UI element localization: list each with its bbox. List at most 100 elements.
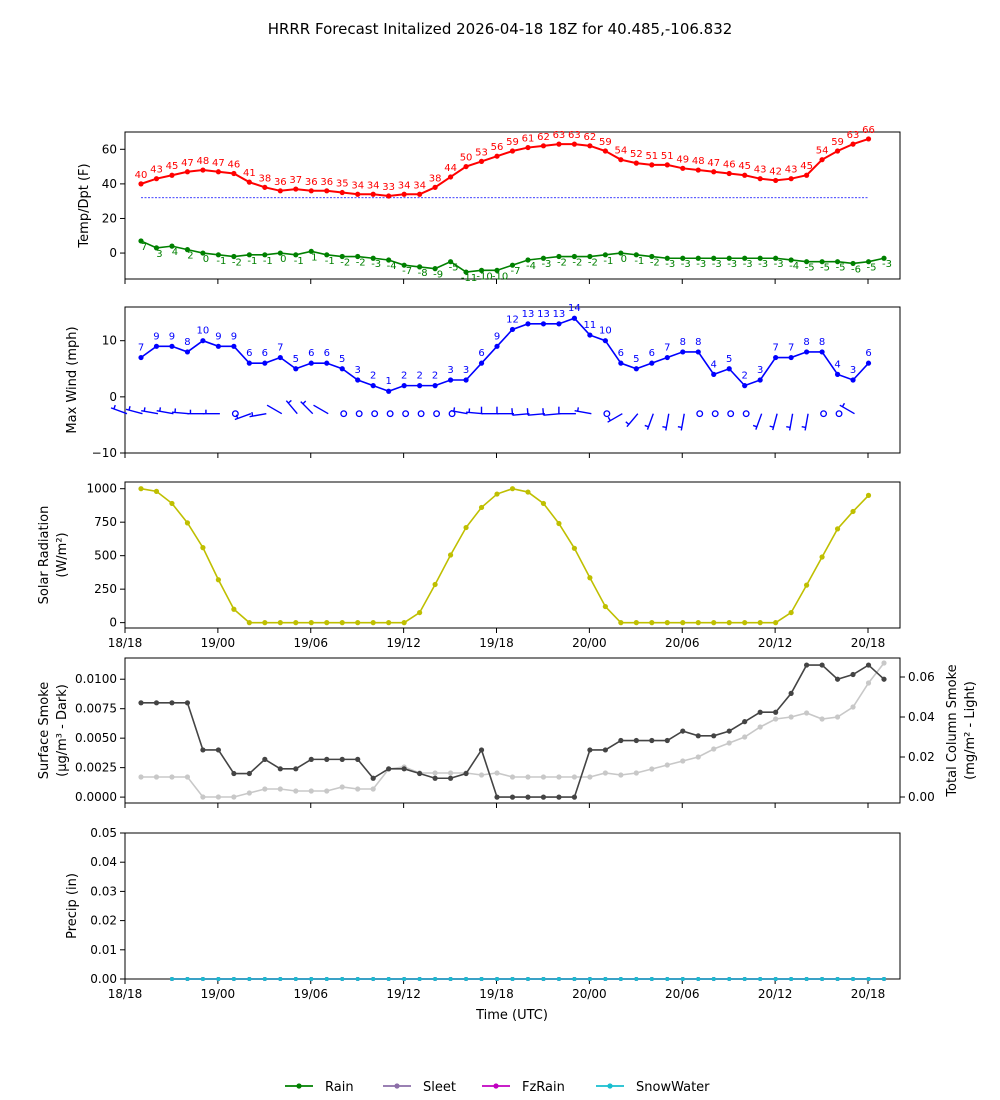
x-tick-label: 19/06 (293, 636, 328, 650)
snowwater-precip-point (169, 977, 174, 981)
temperature-point (262, 184, 268, 190)
temperature-label: 36 (274, 177, 287, 188)
temperature-label: 34 (398, 180, 411, 191)
total-column-smoke-point (184, 774, 191, 780)
dewpoint-point (277, 250, 283, 256)
surface-smoke-point (711, 733, 717, 739)
solar-radiation-point (649, 620, 655, 626)
max-wind-point (494, 343, 500, 349)
wind-barb-feather (542, 408, 545, 416)
dewpoint-point (246, 252, 252, 258)
max-wind-label: 8 (803, 337, 809, 348)
temperature-point (633, 160, 639, 166)
wind-barb-staff (171, 411, 189, 415)
total-column-smoke-point (571, 774, 578, 780)
temperature-point (602, 148, 608, 154)
dewpoint-point (494, 267, 500, 273)
dewpoint-point (540, 255, 547, 261)
temperature-point (417, 191, 423, 197)
surface-smoke-point (200, 747, 206, 753)
surface-smoke-point (571, 794, 578, 800)
surface-smoke-point (804, 662, 810, 668)
wind-barb-calm (742, 410, 750, 418)
dewpoint-label: -6 (851, 264, 861, 275)
temperature-label: 43 (150, 165, 163, 176)
max-wind-point (680, 349, 686, 355)
temperature-label: 43 (785, 165, 798, 176)
temperature-point (494, 153, 500, 159)
surface-smoke-point (231, 770, 237, 777)
total-column-smoke-point (664, 762, 670, 768)
y-tick-label: 500 (94, 549, 117, 563)
solar-radiation-point (215, 577, 221, 583)
snowwater-precip-point (433, 977, 438, 981)
total-column-smoke-point (834, 714, 841, 720)
wind-barb-half-feather (235, 414, 239, 419)
temperature-label: 66 (862, 125, 875, 136)
wind-barb (511, 408, 530, 416)
max-wind-label: 7 (277, 343, 283, 354)
dewpoint-label: -4 (526, 261, 536, 272)
wind-barb (752, 413, 763, 430)
right-y-tick-label: 0.04 (908, 710, 935, 724)
wind-barb (801, 413, 809, 431)
wind-barb-staff (512, 412, 530, 416)
dewpoint-point (649, 253, 655, 260)
solar-radiation-point (525, 489, 531, 495)
solar-radiation-point (509, 486, 516, 492)
wind-barb-calm (340, 410, 348, 418)
wind-barb-staff (141, 410, 159, 415)
smoke-panel: 0.0000 0.0025 0.0050 0.0075 0.0100 Surface Sm… (37, 657, 978, 808)
dewpoint-label: -11 (461, 273, 477, 284)
max-wind-point (293, 366, 299, 372)
dewpoint-point (850, 260, 856, 267)
snowwater-precip-point (464, 977, 469, 981)
temperature-label: 45 (800, 161, 813, 172)
x-tick-label: 20/12 (758, 987, 793, 1001)
temperature-point (540, 143, 547, 149)
x-tick-label: 19/12 (386, 987, 421, 1001)
wind-barb (266, 404, 283, 415)
solar-radiation-point (773, 620, 779, 626)
total-column-smoke-point (324, 788, 330, 794)
dewpoint-label: -3 (774, 259, 784, 270)
max-wind-point (804, 349, 810, 355)
dewpoint-point (788, 257, 794, 263)
snowwater-precip-point (572, 977, 577, 981)
snowwater-precip-point (696, 977, 701, 981)
solar-radiation-point (804, 582, 810, 588)
wind-barb (526, 408, 545, 416)
legend-label: FzRain (522, 1080, 565, 1095)
total-column-smoke-point (881, 660, 887, 666)
dewpoint-label: -2 (557, 258, 567, 269)
legend-swatch-marker (394, 1083, 400, 1089)
dewpoint-point (308, 248, 314, 254)
max-wind-label: 9 (169, 331, 175, 342)
max-wind-point (742, 383, 748, 389)
max-wind-label: 5 (339, 354, 345, 365)
solar-radiation-point (246, 620, 252, 626)
dewpoint-point (138, 238, 144, 244)
wind-barb (644, 413, 654, 430)
temperature-point (215, 169, 221, 175)
max-wind-label: 14 (568, 303, 581, 314)
solar-radiation-point (571, 545, 578, 551)
dewpoint-label: -3 (758, 259, 768, 270)
solar-radiation-point (401, 620, 407, 626)
wind-barb (769, 413, 778, 431)
total-column-smoke-point (478, 772, 485, 778)
max-wind-label: 2 (432, 371, 438, 382)
dewpoint-point (726, 255, 732, 261)
solar-radiation-point (262, 620, 268, 626)
temperature-point (711, 169, 717, 175)
wind-barb (786, 413, 794, 431)
surface-smoke-point (447, 775, 454, 781)
wind-barb (285, 399, 298, 415)
dewpoint-point (525, 257, 531, 263)
total-column-smoke-point (200, 794, 206, 800)
max-wind-point (386, 388, 392, 394)
temperature-point (509, 148, 516, 154)
solar-radiation-point (865, 492, 872, 498)
solar-radiation-panel: 18/18 19/00 19/06 19/12 19/18 20/00 20/06 20/12… (37, 481, 901, 650)
